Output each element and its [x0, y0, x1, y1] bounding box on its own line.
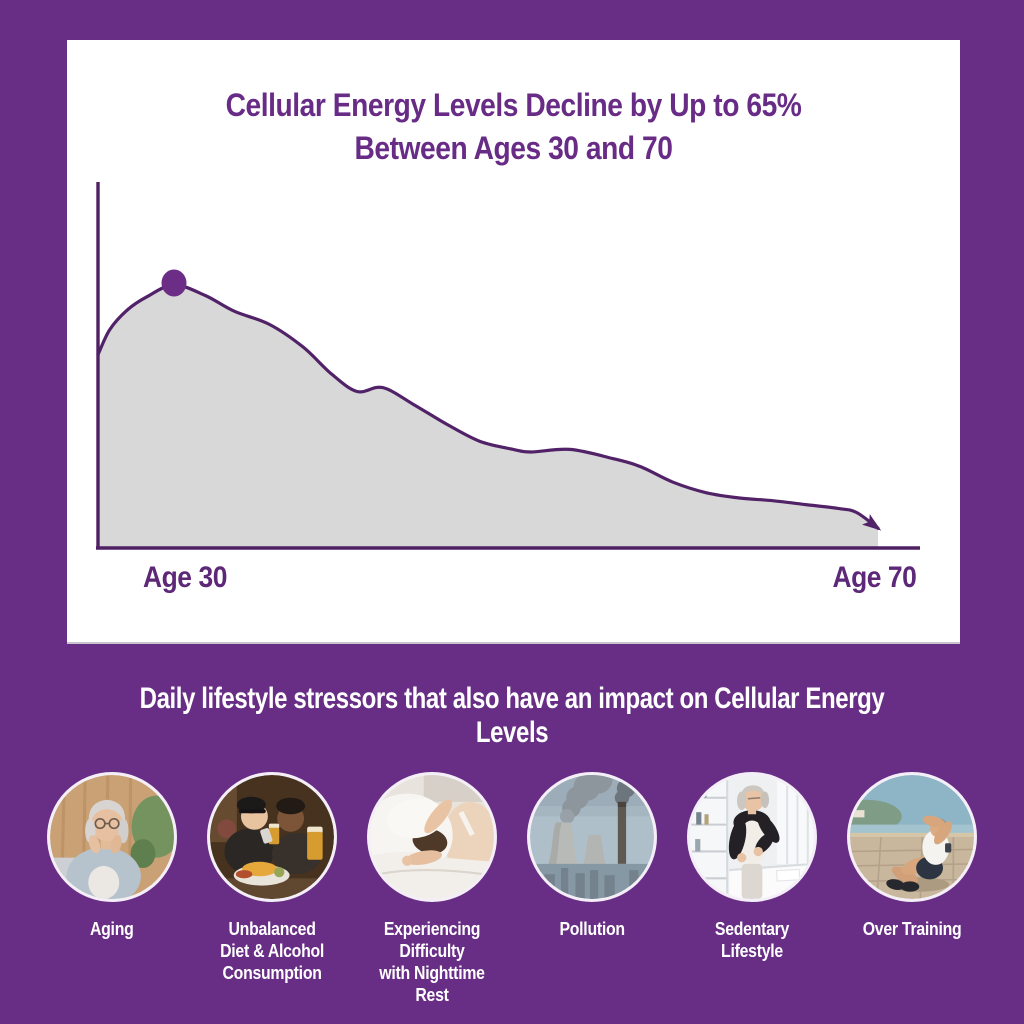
- stressor-item-sedentary: Sedentary Lifestyle: [674, 772, 830, 1006]
- stressors-row: Aging: [0, 772, 1024, 1006]
- stressor-item-over-training: Over Training: [834, 772, 990, 1006]
- chart-title-line2: Between Ages 30 and 70: [354, 130, 673, 166]
- pollution-photo: [527, 772, 657, 902]
- sedentary-photo: [687, 772, 817, 902]
- curve-arrowhead-icon: [862, 514, 882, 531]
- chart-title: Cellular Energy Levels Decline by Up to …: [121, 84, 907, 170]
- stressor-label-pollution: Pollution: [559, 919, 625, 939]
- chart-area-fill: [98, 284, 878, 548]
- chart-title-line1: Cellular Energy Levels Decline by Up to …: [225, 87, 802, 123]
- diet-alcohol-photo: [207, 772, 337, 902]
- x-axis-label-age70: Age 70: [832, 561, 916, 594]
- chart-card: Cellular Energy Levels Decline by Up to …: [67, 40, 960, 644]
- stressor-item-nighttime-rest: Experiencing Difficulty with Nighttime R…: [354, 772, 510, 1006]
- stressor-label-diet-alcohol: Unbalanced Diet & Alcohol Consumption: [220, 919, 324, 983]
- energy-decline-chart: [96, 182, 920, 550]
- stressor-item-pollution: Pollution: [514, 772, 670, 1006]
- stressor-item-diet-alcohol: Unbalanced Diet & Alcohol Consumption: [194, 772, 350, 1006]
- over-training-photo: [847, 772, 977, 902]
- stressor-item-aging: Aging: [34, 772, 190, 1006]
- aging-photo: [47, 772, 177, 902]
- x-axis-label-age30: Age 30: [143, 561, 227, 594]
- section-heading: Daily lifestyle stressors that also have…: [139, 682, 885, 749]
- stressor-label-over-training: Over Training: [862, 919, 962, 939]
- nighttime-rest-photo: [367, 772, 497, 902]
- stressor-label-nighttime-rest: Experiencing Difficulty with Nighttime R…: [379, 919, 485, 1005]
- peak-dot-marker: [161, 269, 187, 297]
- chart-curve: [96, 283, 880, 530]
- stressor-label-sedentary: Sedentary Lifestyle: [714, 919, 790, 961]
- stressor-label-aging: Aging: [90, 919, 134, 939]
